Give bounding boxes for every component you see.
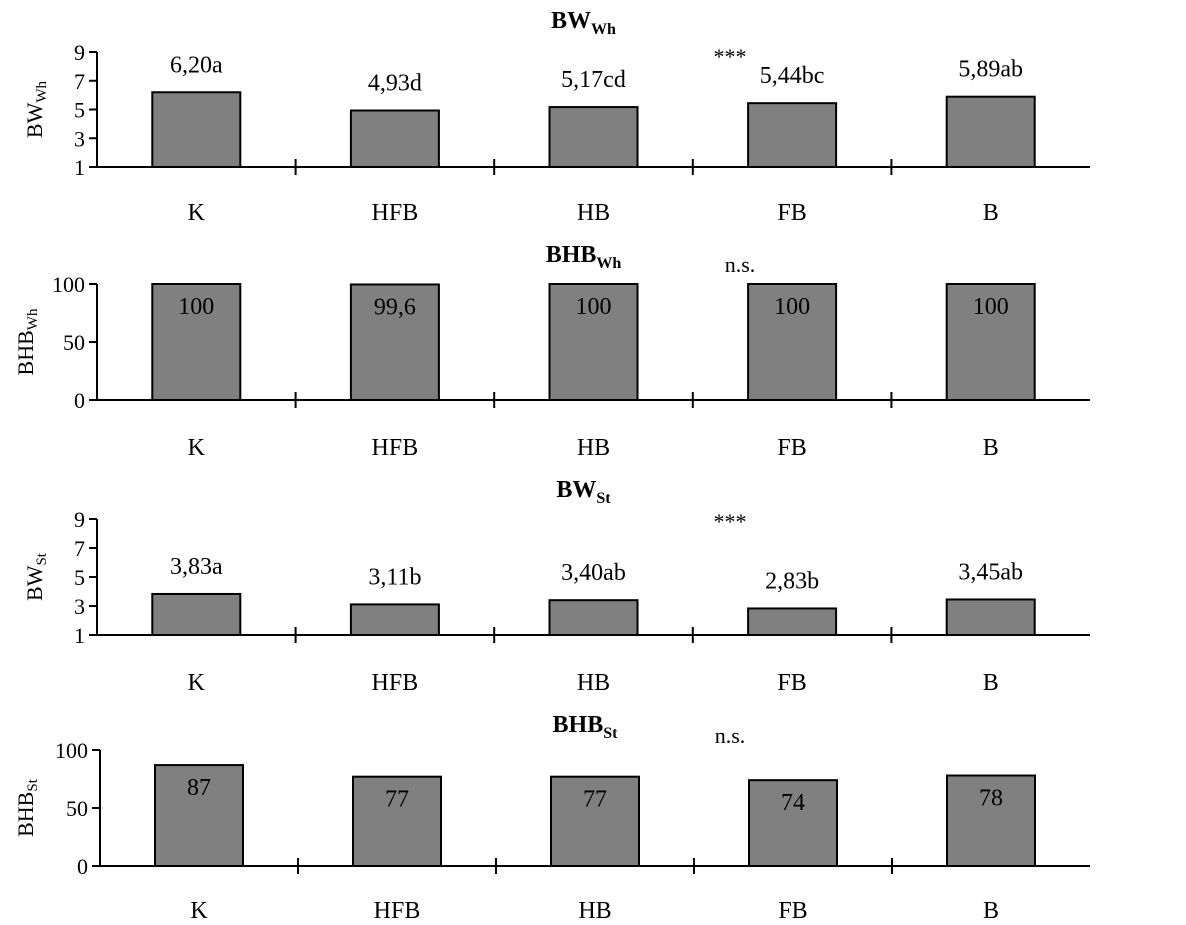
bar-k (154, 764, 244, 868)
x-tick-label: B (983, 670, 999, 696)
y-tick-label: 1 (74, 155, 85, 180)
bar-b (945, 598, 1036, 636)
x-tick-label: FB (777, 200, 806, 226)
y-tick-label: 3 (74, 126, 85, 151)
bar-k (151, 283, 242, 401)
y-tick-label: 7 (74, 536, 85, 561)
x-tick-label: HFB (372, 200, 419, 226)
x-tick-label: K (188, 435, 206, 461)
y-tick-label: 9 (74, 40, 85, 65)
x-tick-label: FB (777, 435, 806, 461)
y-axis-label: BWSt (22, 552, 50, 601)
y-tick-label: 0 (74, 388, 85, 413)
bar-hfb (349, 603, 440, 637)
chart-title: BHBSt (553, 712, 619, 742)
data-label: 74 (781, 790, 805, 816)
x-tick-label: HB (578, 898, 611, 924)
bar-hb (548, 106, 639, 168)
y-tick-label: 1 (74, 623, 85, 648)
bar-k (151, 592, 242, 637)
y-tick-label: 50 (63, 330, 85, 355)
bar-b (946, 774, 1036, 868)
y-axis-label: BHBSt (13, 778, 41, 837)
data-label: 5,17cd (561, 67, 626, 93)
x-tick-label: HB (577, 200, 610, 226)
data-label: 77 (385, 787, 409, 813)
y-tick-label: 9 (74, 507, 85, 532)
data-label: 77 (583, 787, 607, 813)
significance-label: n.s. (725, 252, 756, 277)
data-label: 87 (187, 775, 211, 801)
data-label: 3,83a (170, 554, 223, 580)
bar-fb (747, 102, 838, 169)
chart-panel-2: BHBWh n.s. BHBWh 0 50 100 100 K 99,6 HFB 100 HB 100 F… (13, 242, 1090, 461)
bar-hfb (352, 775, 442, 867)
bar-hb (548, 599, 639, 637)
data-label: 3,45ab (958, 559, 1023, 585)
x-tick-label: FB (778, 898, 807, 924)
y-tick-label: 50 (66, 796, 88, 821)
data-label: 100 (973, 294, 1009, 320)
x-tick-label: K (188, 200, 206, 226)
x-tick-label: B (983, 200, 999, 226)
data-label: 4,93d (368, 71, 422, 97)
data-label: 99,6 (374, 294, 416, 320)
bar-fb (748, 779, 838, 867)
y-tick-label: 5 (74, 98, 85, 123)
y-tick-label: 100 (52, 272, 85, 297)
chart-title: BWWh (551, 8, 616, 38)
significance-label: *** (714, 509, 747, 534)
chart-title: BHBWh (546, 242, 622, 272)
data-label: 2,83b (765, 568, 819, 594)
x-tick-label: HFB (372, 435, 419, 461)
bar-fb (747, 283, 838, 401)
bar-b (945, 95, 1036, 168)
x-tick-label: HFB (372, 670, 419, 696)
bar-k (151, 91, 242, 168)
x-tick-label: K (188, 670, 206, 696)
data-label: 100 (178, 294, 214, 320)
data-label: 3,40ab (561, 560, 626, 586)
chart-panel-1: BWWh *** BWWh 1 3 5 7 9 6,20a K 4,93d HFB 5,17cd HB 5,… (22, 8, 1090, 226)
significance-label: *** (714, 44, 747, 69)
data-label: 100 (774, 294, 810, 320)
data-label: 100 (576, 294, 612, 320)
x-tick-label: B (983, 898, 999, 924)
bar-fb (747, 607, 838, 637)
chart-panel-4: BHBSt n.s. BHBSt 0 50 100 87 K 77 HFB 77 HB 74 FB 78 B (13, 712, 1090, 924)
data-label: 5,89ab (958, 57, 1023, 83)
x-tick-label: HFB (374, 898, 421, 924)
bar-hfb (349, 283, 440, 401)
chart-panel-3: BWSt *** BWSt 1 3 5 7 9 3,83a K 3,11b HFB 3,40ab HB 2,… (22, 477, 1090, 696)
x-tick-label: FB (777, 670, 806, 696)
y-axis-label: BHBWh (13, 308, 41, 375)
x-tick-label: HB (577, 435, 610, 461)
y-tick-label: 5 (74, 565, 85, 590)
chart-title: BWSt (556, 477, 611, 507)
bar-hb (550, 775, 640, 867)
y-tick-label: 7 (74, 69, 85, 94)
data-label: 6,20a (170, 52, 223, 78)
y-tick-label: 100 (55, 738, 88, 763)
data-label: 5,44bc (760, 63, 825, 89)
significance-label: n.s. (715, 723, 746, 748)
y-tick-label: 0 (77, 854, 88, 879)
bar-b (945, 283, 1036, 401)
data-label: 78 (979, 786, 1003, 812)
y-tick-label: 3 (74, 594, 85, 619)
data-label: 3,11b (368, 564, 421, 590)
bar-hfb (349, 109, 440, 168)
x-tick-label: HB (577, 670, 610, 696)
x-tick-label: K (190, 898, 208, 924)
x-tick-label: B (983, 435, 999, 461)
bar-hb (548, 283, 639, 401)
y-axis-label: BWWh (22, 80, 50, 138)
